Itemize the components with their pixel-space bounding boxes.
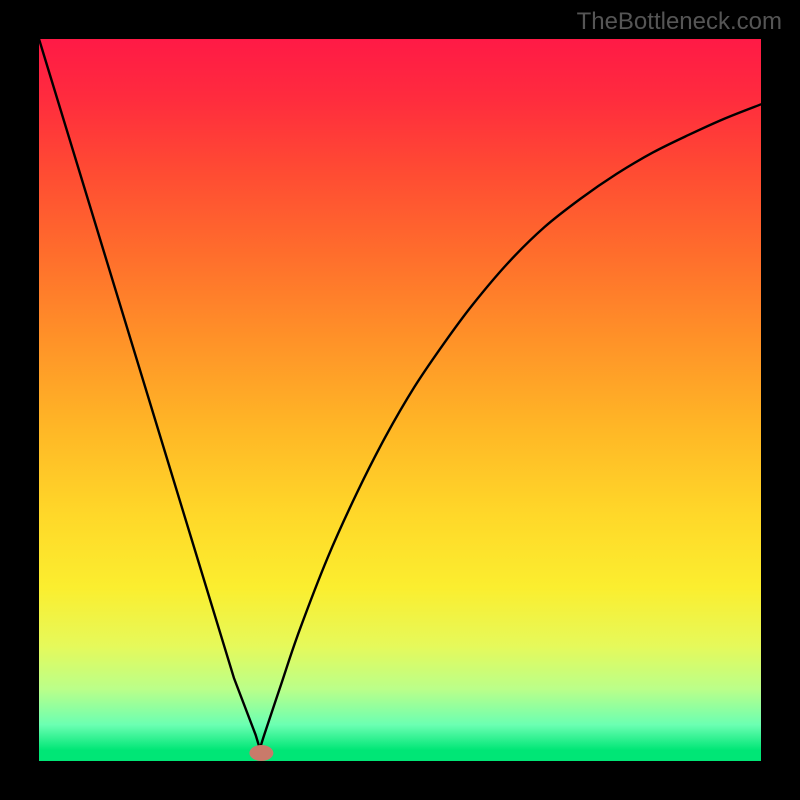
chart-plot-area <box>39 39 761 761</box>
chart-container: TheBottleneck.com <box>0 0 800 800</box>
bottleneck-chart <box>0 0 800 800</box>
vertex-marker <box>249 745 273 761</box>
watermark-label: TheBottleneck.com <box>577 8 782 36</box>
